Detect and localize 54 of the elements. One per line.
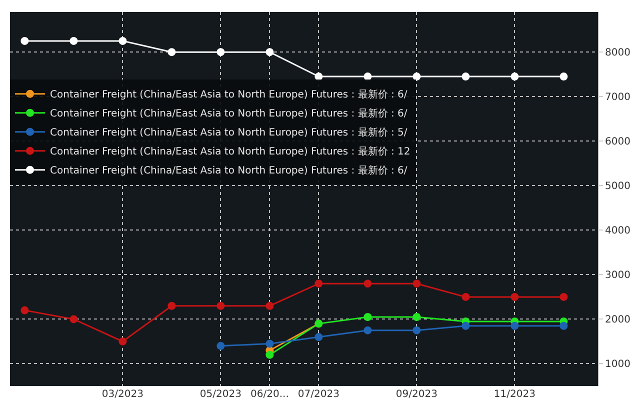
legend-label: Container Freight (China/East Asia to North Europe) Futures : 最新价 : 12 xyxy=(50,146,410,158)
legend-label: Container Freight (China/East Asia to North Europe) Futures : 最新价 : 6/ xyxy=(50,88,408,101)
point xyxy=(510,292,519,301)
point xyxy=(364,326,372,334)
point xyxy=(462,72,470,81)
point xyxy=(118,36,127,45)
point xyxy=(560,72,568,81)
point xyxy=(266,48,274,56)
point xyxy=(118,337,127,346)
point xyxy=(20,306,29,314)
y-tick-label: 2000 xyxy=(605,314,630,326)
point xyxy=(168,48,176,56)
point xyxy=(314,72,323,81)
x-tick-label: 05/2023 xyxy=(200,389,242,400)
point xyxy=(364,72,372,81)
point xyxy=(560,292,568,301)
point xyxy=(412,312,421,321)
point xyxy=(266,350,274,359)
point xyxy=(412,72,421,81)
y-tick-label: 4000 xyxy=(605,226,630,237)
point xyxy=(216,302,225,310)
point xyxy=(510,322,519,330)
x-tick-label: 09/2023 xyxy=(396,389,438,400)
point xyxy=(462,322,470,330)
y-tick-label: 5000 xyxy=(605,181,630,192)
point xyxy=(266,340,274,348)
point xyxy=(70,315,78,324)
point xyxy=(20,36,29,45)
x-tick-label: 06/20... xyxy=(250,389,289,400)
point xyxy=(412,326,421,334)
y-tick-label: 1000 xyxy=(605,359,630,370)
y-tick-label: 8000 xyxy=(605,48,630,59)
y-tick-label: 6000 xyxy=(605,136,630,148)
point xyxy=(412,280,421,288)
legend-label: Container Freight (China/East Asia to North Europe) Futures : 最新价 : 6/ xyxy=(50,164,408,177)
y-tick-label: 3000 xyxy=(605,270,630,282)
point xyxy=(510,72,519,81)
point xyxy=(364,312,372,321)
point xyxy=(216,48,225,56)
point xyxy=(314,333,323,342)
point xyxy=(560,322,568,330)
legend-label: Container Freight (China/East Asia to North Europe) Futures : 最新价 : 5/ xyxy=(50,126,408,139)
point xyxy=(314,280,323,288)
point xyxy=(364,280,372,288)
legend-label: Container Freight (China/East Asia to North Europe) Futures : 最新价 : 6/ xyxy=(50,108,408,120)
point xyxy=(462,292,470,301)
point xyxy=(70,36,78,45)
x-tick-label: 03/2023 xyxy=(102,389,144,400)
point xyxy=(168,302,176,310)
x-tick-label: 07/2023 xyxy=(298,389,340,400)
x-tick-label: 11/2023 xyxy=(494,389,536,400)
point xyxy=(266,302,274,310)
y-tick-label: 7000 xyxy=(605,92,630,104)
point xyxy=(216,342,225,350)
